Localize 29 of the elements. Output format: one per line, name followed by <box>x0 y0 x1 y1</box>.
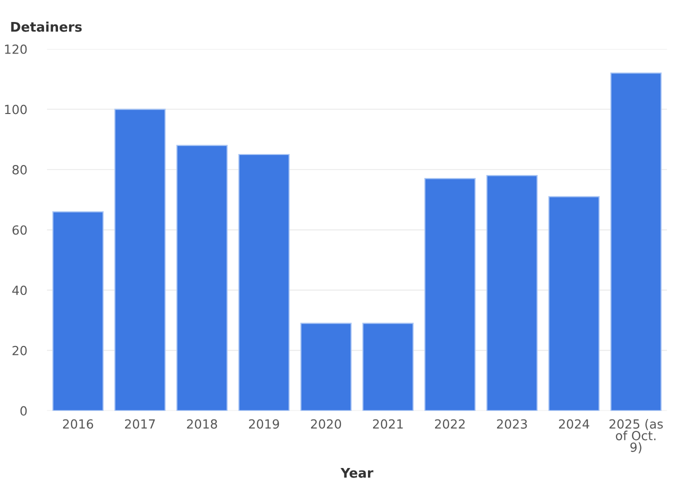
y-tick-label: 120 <box>5 44 27 54</box>
bar <box>486 175 538 411</box>
bar <box>548 196 600 411</box>
y-tick-label: 60 <box>12 225 27 235</box>
x-tick-label: 2025 (as of Oct. 9) <box>610 419 663 454</box>
bar <box>300 322 352 411</box>
bar <box>610 72 662 411</box>
x-tick-label: 2017 <box>125 419 155 429</box>
x-tick-label: 2018 <box>187 419 218 429</box>
x-tick-label: 2021 <box>373 419 403 429</box>
bar <box>114 108 166 411</box>
x-tick-label: 2016 <box>63 419 94 429</box>
y-tick-label: 40 <box>12 286 27 296</box>
bar <box>176 144 228 411</box>
x-axis-title: Year <box>340 468 374 478</box>
y-tick-label: 100 <box>5 104 27 114</box>
y-tick-label: 80 <box>12 165 27 174</box>
x-tick-label: 2024 <box>559 419 590 429</box>
bar <box>424 178 476 411</box>
bar <box>238 154 290 411</box>
x-tick-label: 2022 <box>435 419 465 429</box>
x-tick-label: 2023 <box>497 419 527 429</box>
bar <box>52 211 104 411</box>
x-tick-label: 2020 <box>311 419 342 429</box>
bar <box>362 322 414 411</box>
y-tick-label: 20 <box>12 346 27 356</box>
y-axis-title: Detainers <box>11 22 82 32</box>
x-tick-label: 2019 <box>249 419 280 429</box>
y-tick-label: 0 <box>20 406 27 416</box>
